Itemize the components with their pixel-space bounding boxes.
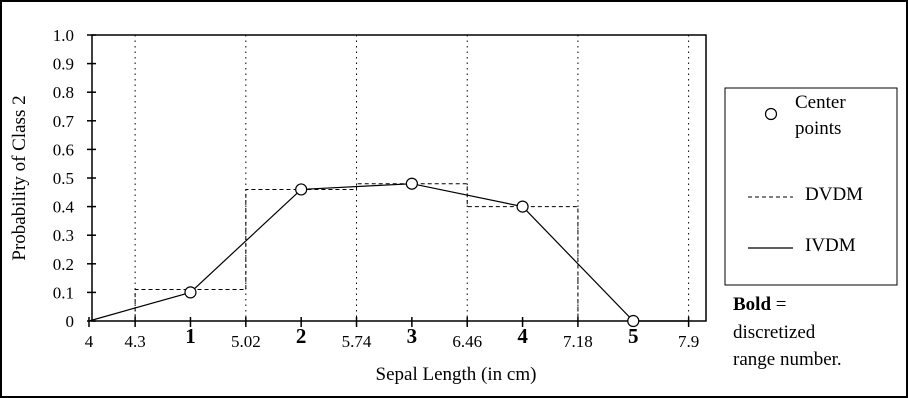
range-number-2: 2 xyxy=(296,324,307,348)
y-axis-title: Probability of Class 2 xyxy=(9,95,30,260)
note-line1: Bold = xyxy=(733,294,787,315)
x-tick-label-5: 7.18 xyxy=(563,332,593,351)
y-tick-label-2: 0.2 xyxy=(53,255,74,274)
legend-center-points-label-line1: Center xyxy=(795,92,846,113)
x-tick-label-3: 5.74 xyxy=(342,332,372,351)
range-number-1: 1 xyxy=(185,324,196,348)
y-tick-label-1: 0.1 xyxy=(53,283,74,302)
y-tick-label-10: 1.0 xyxy=(53,26,74,45)
y-tick-label-0: 0 xyxy=(66,312,75,331)
range-number-5: 5 xyxy=(628,324,639,348)
x-tick-label-0: 4 xyxy=(85,332,94,351)
center-point-4 xyxy=(516,200,529,213)
x-axis: 4 4.3 5.02 5.74 6.46 7.18 7.9 1 2 3 4 5 xyxy=(85,317,699,351)
center-point-2 xyxy=(295,183,308,196)
legend-box xyxy=(724,87,898,286)
x-tick-label-2: 5.02 xyxy=(231,332,261,351)
y-tick-label-7: 0.7 xyxy=(53,112,75,131)
note-line3: range number. xyxy=(733,349,842,370)
legend: Center points DVDM IVDM xyxy=(724,87,898,286)
legend-ivdm-label: IVDM xyxy=(805,235,856,256)
series-layer xyxy=(88,177,689,328)
note-line2: discretized xyxy=(733,322,816,343)
y-tick-label-8: 0.8 xyxy=(53,83,74,102)
y-tick-label-5: 0.5 xyxy=(53,169,74,188)
note-bold-word: Bold xyxy=(733,294,771,315)
y-axis: 0 0.1 0.2 0.3 0.4 0.5 0.6 0.7 0.8 0.9 1.0 xyxy=(53,26,96,331)
y-tick-label-4: 0.4 xyxy=(53,198,75,217)
center-point-3 xyxy=(405,177,418,190)
y-tick-label-6: 0.6 xyxy=(53,140,74,159)
vertical-gridlines xyxy=(134,35,690,321)
x-tick-label-6: 7.9 xyxy=(678,332,699,351)
x-tick-label-1: 4.3 xyxy=(125,332,146,351)
x-axis-title: Sepal Length (in cm) xyxy=(376,364,537,385)
center-point-1 xyxy=(184,286,197,299)
legend-center-point-marker xyxy=(764,107,778,121)
center-point-5 xyxy=(627,314,640,328)
legend-center-points-label-line2: points xyxy=(795,118,841,139)
y-tick-label-9: 0.9 xyxy=(53,55,74,74)
legend-dvdm-label: DVDM xyxy=(805,184,863,205)
note-equals: = xyxy=(771,294,786,315)
discretized-range-note: Bold = discretized range number. xyxy=(733,294,842,370)
y-tick-label-3: 0.3 xyxy=(53,226,74,245)
range-number-3: 3 xyxy=(407,324,418,348)
x-tick-label-4: 6.46 xyxy=(452,332,482,351)
range-number-4: 4 xyxy=(517,324,528,348)
